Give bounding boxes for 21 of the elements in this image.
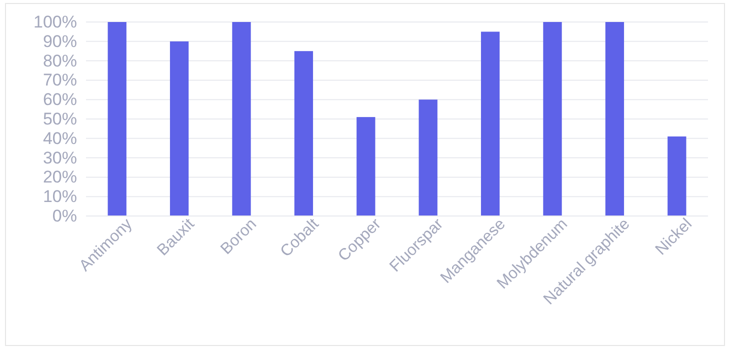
bar — [605, 22, 624, 216]
bar — [668, 136, 686, 216]
y-tick-label: 40% — [42, 128, 77, 148]
y-tick-label: 90% — [42, 32, 77, 51]
y-tick-label: 70% — [42, 70, 77, 90]
y-tick-label: 80% — [42, 51, 77, 70]
y-tick-label: 10% — [42, 187, 77, 206]
bar — [232, 22, 251, 216]
bar — [170, 41, 189, 216]
bar — [418, 100, 438, 216]
y-tick-label: 100% — [34, 12, 77, 32]
bar — [108, 22, 126, 216]
y-tick-label: 30% — [42, 148, 77, 168]
y-tick-label: 60% — [42, 90, 77, 110]
bar — [480, 32, 500, 216]
bar — [543, 22, 562, 216]
y-tick-label: 20% — [42, 168, 77, 187]
bar — [356, 117, 376, 216]
y-tick-label: 0% — [52, 206, 77, 226]
y-tick-label: 50% — [42, 109, 77, 128]
bar — [294, 51, 314, 216]
